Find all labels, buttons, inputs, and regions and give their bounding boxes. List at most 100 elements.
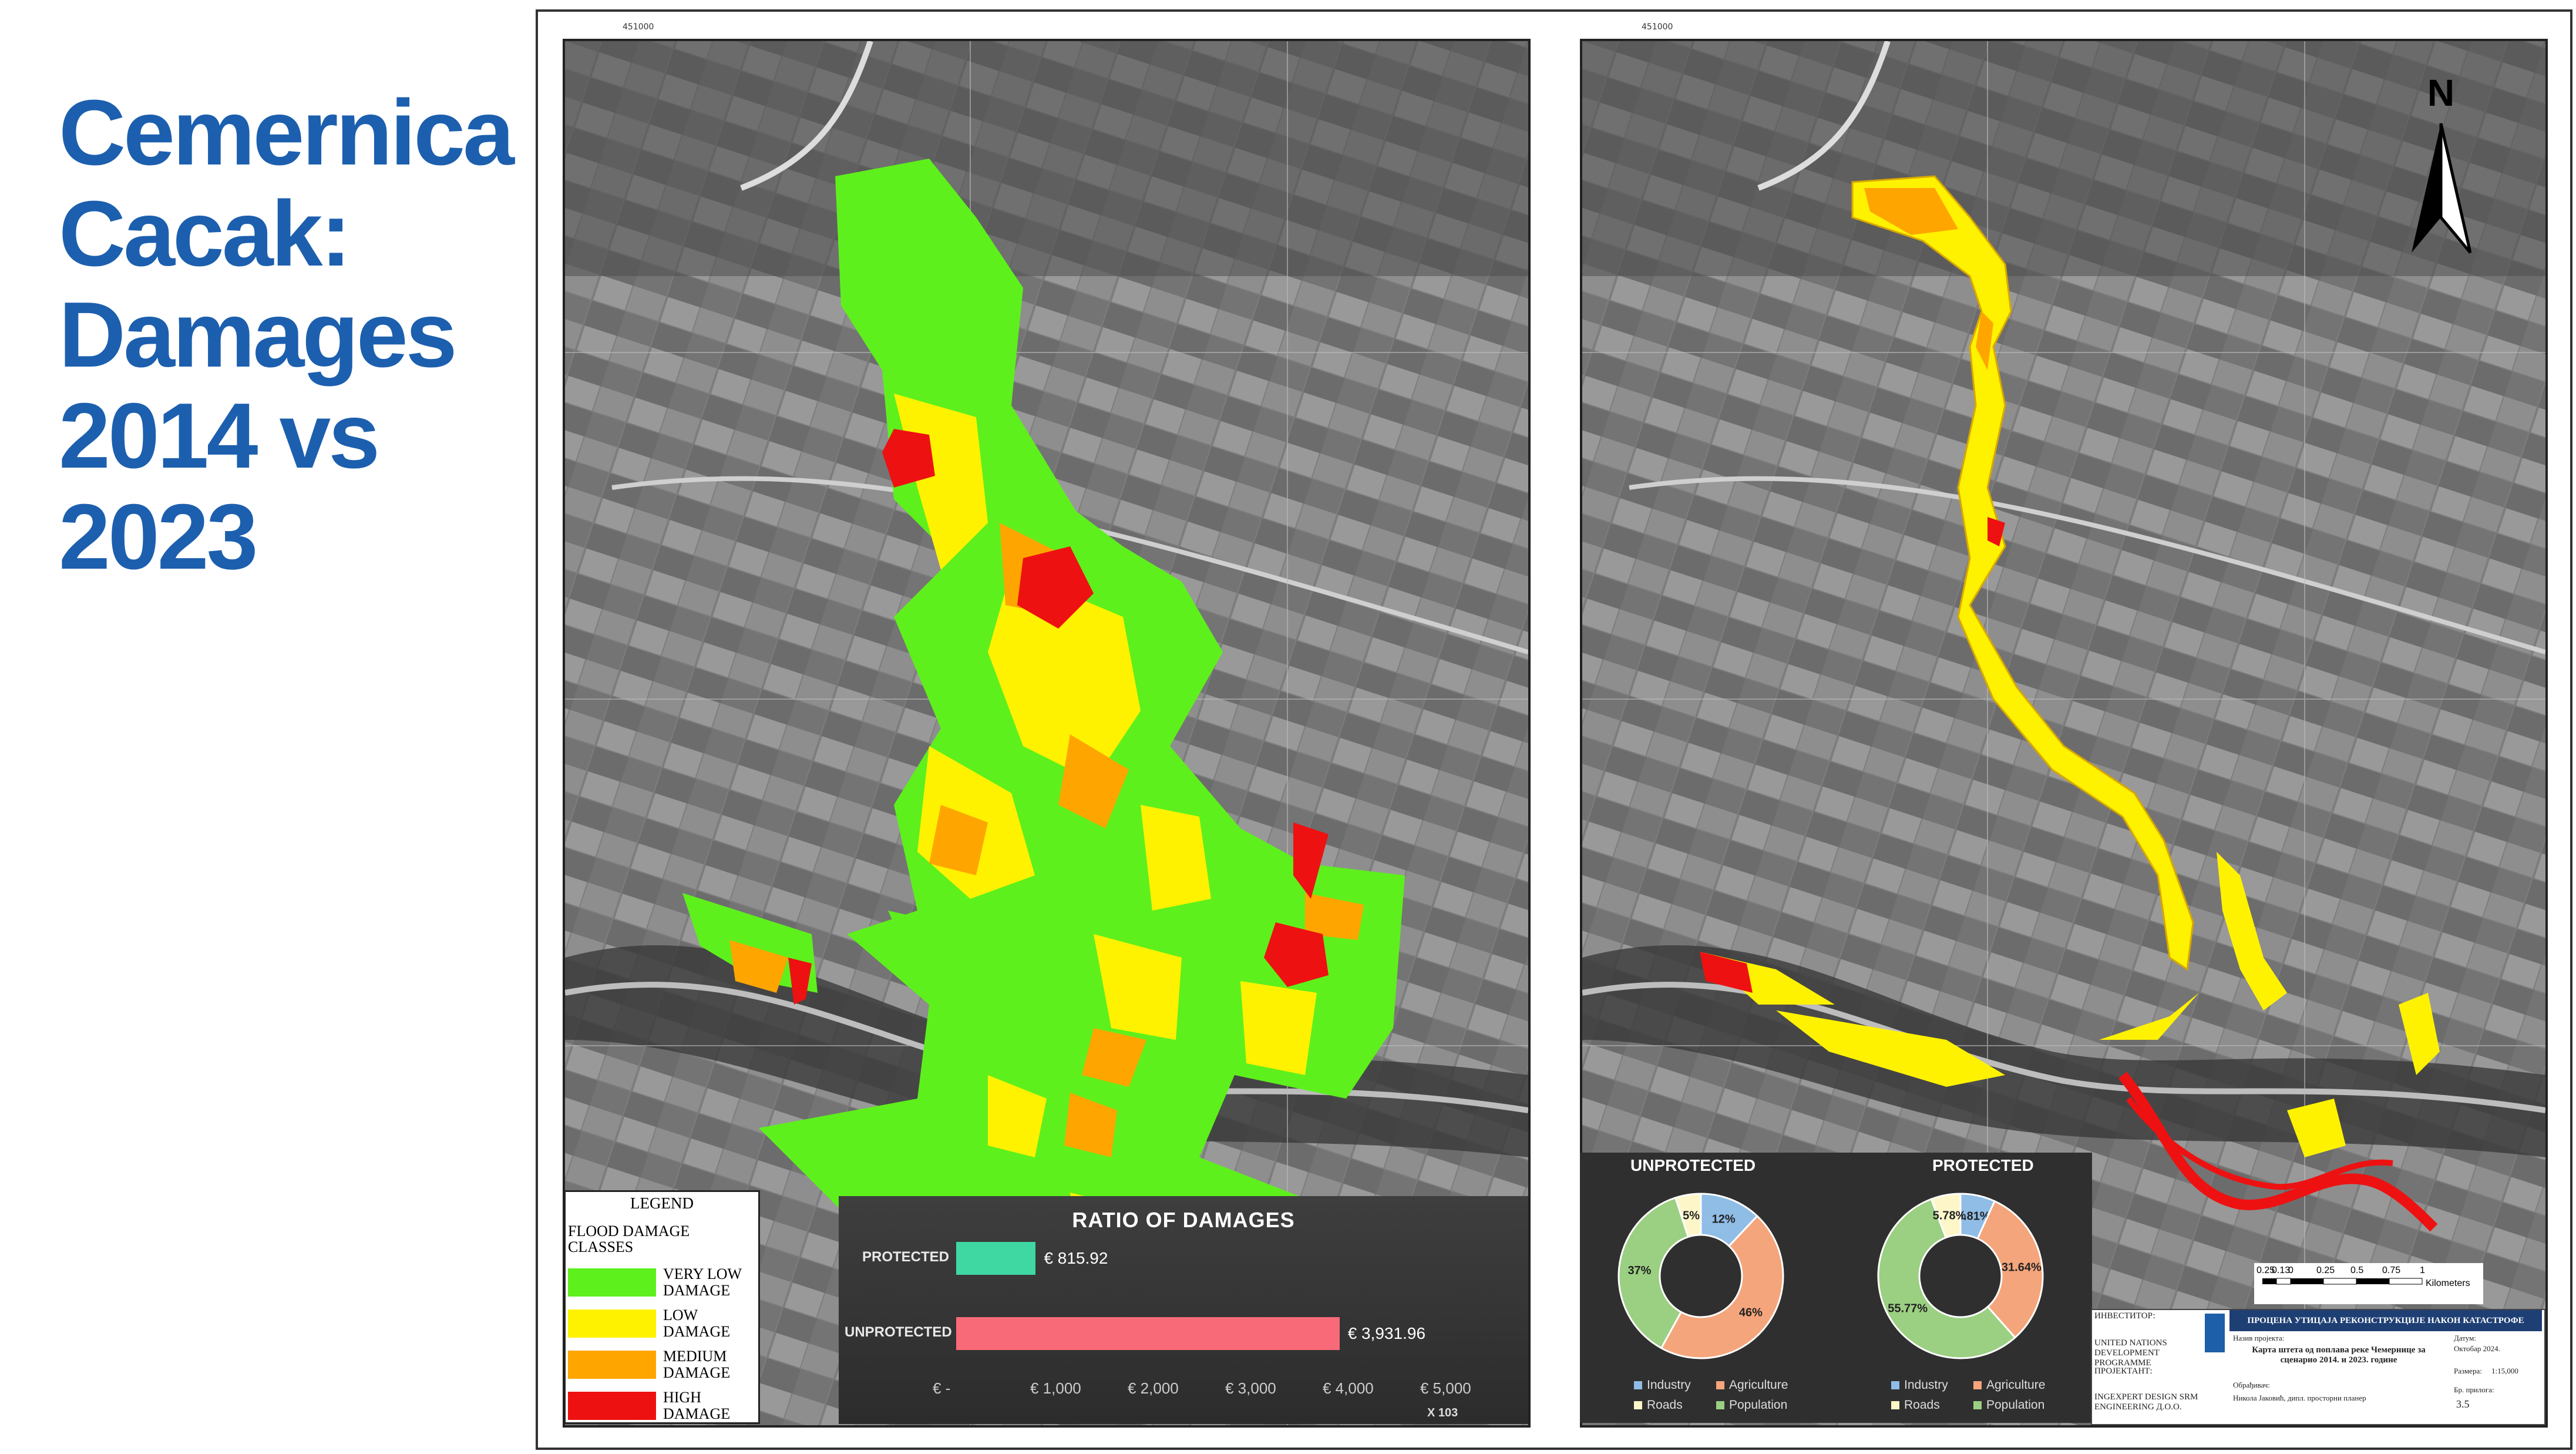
scale-tick: 0.13 [2272, 1265, 2291, 1275]
donut-data-label: 37% [1627, 1264, 1651, 1277]
donut-legend-item: Roads [1634, 1398, 1683, 1412]
scale-tick: 0.25 [2256, 1265, 2275, 1275]
donut-legend-item: Population [1973, 1398, 2044, 1412]
donut-data-label: 5% [1683, 1209, 1700, 1222]
donut-title: UNPROTECTED [1630, 1156, 1756, 1174]
scale-bar: 0.25 0.13 0 0.25 0.5 0.75 1 Kilometers [2254, 1263, 2483, 1304]
donut-legend-label: Industry [1647, 1378, 1691, 1392]
scale-tick: 0.25 [2316, 1265, 2335, 1275]
donut-slice-population [1877, 1198, 2017, 1359]
tick-label: € 3,000 [1225, 1379, 1276, 1397]
category-label: PROTECTED [862, 1249, 950, 1265]
flood-zone-low [1851, 175, 2194, 971]
donut-legend-label: Roads [1647, 1398, 1683, 1412]
donut-legend-label: Agriculture [1986, 1378, 2046, 1392]
legend-swatch [568, 1351, 656, 1379]
investor-name: UNITED NATIONS DEVELOPMENT PROGRAMME [2094, 1338, 2167, 1368]
flood-zone-high [2118, 1072, 2438, 1232]
donut-legend-label: Roads [1904, 1398, 1940, 1412]
flood-zone-low [894, 394, 1317, 1287]
tick-label: € 5,000 [1420, 1379, 1471, 1397]
map-title-block: ИНВЕСТИТОР: UNITED NATIONS DEVELOPMENT P… [2091, 1309, 2545, 1425]
legend-label: HIGH DAMAGE [663, 1389, 731, 1422]
author-label: Обрађивач: [2233, 1381, 2270, 1389]
unit-label: X 103 [1427, 1406, 1458, 1419]
category-label: UNPROTECTED [845, 1324, 952, 1340]
donut-legend-item: Agriculture [1973, 1378, 2045, 1392]
scale-label: Размера: [2454, 1366, 2482, 1375]
scale-tick: 0.75 [2382, 1265, 2401, 1275]
donut-legend-label: Population [1986, 1398, 2045, 1412]
legend-subtitle: FLOOD DAMAGE CLASSES [568, 1223, 690, 1255]
donut-slice-roads [1674, 1193, 1702, 1238]
legend-title: LEGEND [630, 1194, 694, 1212]
sheet-label: Бр. прилога: [2454, 1385, 2494, 1394]
coordinate-label: 451000 [1642, 22, 1673, 32]
donut-legend-label: Industry [1904, 1378, 1948, 1392]
north-label: N [2427, 72, 2454, 114]
donut-data-label: 6.81% [1957, 1210, 1990, 1223]
donut-slice-agriculture [1660, 1214, 1784, 1359]
data-label: € 3,931.96 [1347, 1324, 1426, 1342]
scale-bar-graphic [2262, 1278, 2423, 1285]
legend-label: VERY LOW DAMAGE [663, 1265, 742, 1299]
legend-item-low: LOW DAMAGE [568, 1307, 751, 1340]
title-line: Cacak: [59, 182, 351, 286]
legend-item-very-low: VERY LOW DAMAGE [568, 1266, 751, 1299]
title-line: Cemernica [59, 81, 514, 184]
map-legend: LEGEND FLOOD DAMAGE CLASSES VERY LOW DAM… [564, 1190, 760, 1424]
project-label: Назив пројекта: [2233, 1334, 2285, 1342]
tick-label: € 2,000 [1128, 1379, 1179, 1397]
legend-label: MEDIUM DAMAGE [663, 1348, 731, 1381]
author-name: Никола Јаковић, дипл. просторни планер [2233, 1393, 2366, 1402]
legend-swatch [568, 1392, 656, 1420]
data-label: € 815.92 [1044, 1249, 1108, 1267]
donut-legend-item: Agriculture [1716, 1378, 1788, 1392]
scale-value: 1:15,000 [2491, 1366, 2518, 1375]
donut-title: PROTECTED [1932, 1156, 2034, 1174]
donut-data-label: 12% [1712, 1213, 1736, 1225]
coordinate-label: 451000 [623, 22, 654, 32]
donut-data-label: 46% [1739, 1307, 1763, 1319]
date-value: Октобар 2024. [2454, 1344, 2500, 1353]
map-title: Карта штета од поплава реке Чемернице за… [2252, 1345, 2426, 1365]
donut-slice-roads [1930, 1193, 1962, 1239]
north-arrow-icon: N [2412, 72, 2472, 254]
bar-unprotected [956, 1317, 1340, 1350]
title-line: Damages [59, 283, 458, 387]
ratio-of-damages-chart: RATIO OF DAMAGES PROTECTED UNPROTECTED €… [839, 1196, 1528, 1424]
donut-slice-population [1617, 1196, 1690, 1349]
donut-hole [1661, 1236, 1741, 1316]
chart-title: RATIO OF DAMAGES [1072, 1208, 1295, 1232]
tick-label: € - [933, 1379, 951, 1397]
donut-legend-item: Industry [1891, 1378, 1948, 1392]
undp-logo [2205, 1314, 2225, 1352]
sheet-number: 3.5 [2456, 1398, 2470, 1410]
legend-swatch [568, 1309, 656, 1338]
tick-label: € 1,000 [1030, 1379, 1081, 1397]
page-title: Cemernica Cacak: Damages 2014 vs 2023 [59, 82, 529, 587]
designer-name: INGEXPERT DESIGN SRM ENGINEERING Д.О.О. [2094, 1392, 2198, 1412]
title-line: 2023 [59, 485, 258, 589]
designer-label: ПРОЈЕКТАНТ: [2094, 1366, 2153, 1376]
donut-data-label: 55.77% [1888, 1302, 1928, 1315]
date-label: Датум: [2454, 1334, 2476, 1342]
donut-unprotected: 12% 46% 37% 5% [1617, 1193, 1784, 1359]
donut-legend-item: Industry [1634, 1378, 1691, 1392]
legend-item-high: HIGH DAMAGE [568, 1389, 751, 1422]
scale-tick: 0 [2288, 1265, 2293, 1275]
donut-data-label: 31.64% [2002, 1261, 2042, 1274]
legend-swatch [568, 1268, 656, 1297]
donut-data-label: 5.78% [1933, 1210, 1966, 1223]
donut-slice-agriculture [1976, 1200, 2044, 1339]
title-line: 2014 vs [59, 384, 380, 488]
scale-tick: 1 [2420, 1265, 2425, 1275]
donut-legend-label: Population [1729, 1398, 1788, 1412]
donut-legend-item: Population [1716, 1398, 1787, 1412]
donut-hole [1921, 1236, 2000, 1316]
tick-label: € 4,000 [1323, 1379, 1374, 1397]
bar-protected [956, 1242, 1036, 1275]
legend-label: LOW DAMAGE [663, 1307, 731, 1340]
scale-tick: 0.5 [2350, 1265, 2364, 1275]
donut-legend-item: Roads [1891, 1398, 1940, 1412]
